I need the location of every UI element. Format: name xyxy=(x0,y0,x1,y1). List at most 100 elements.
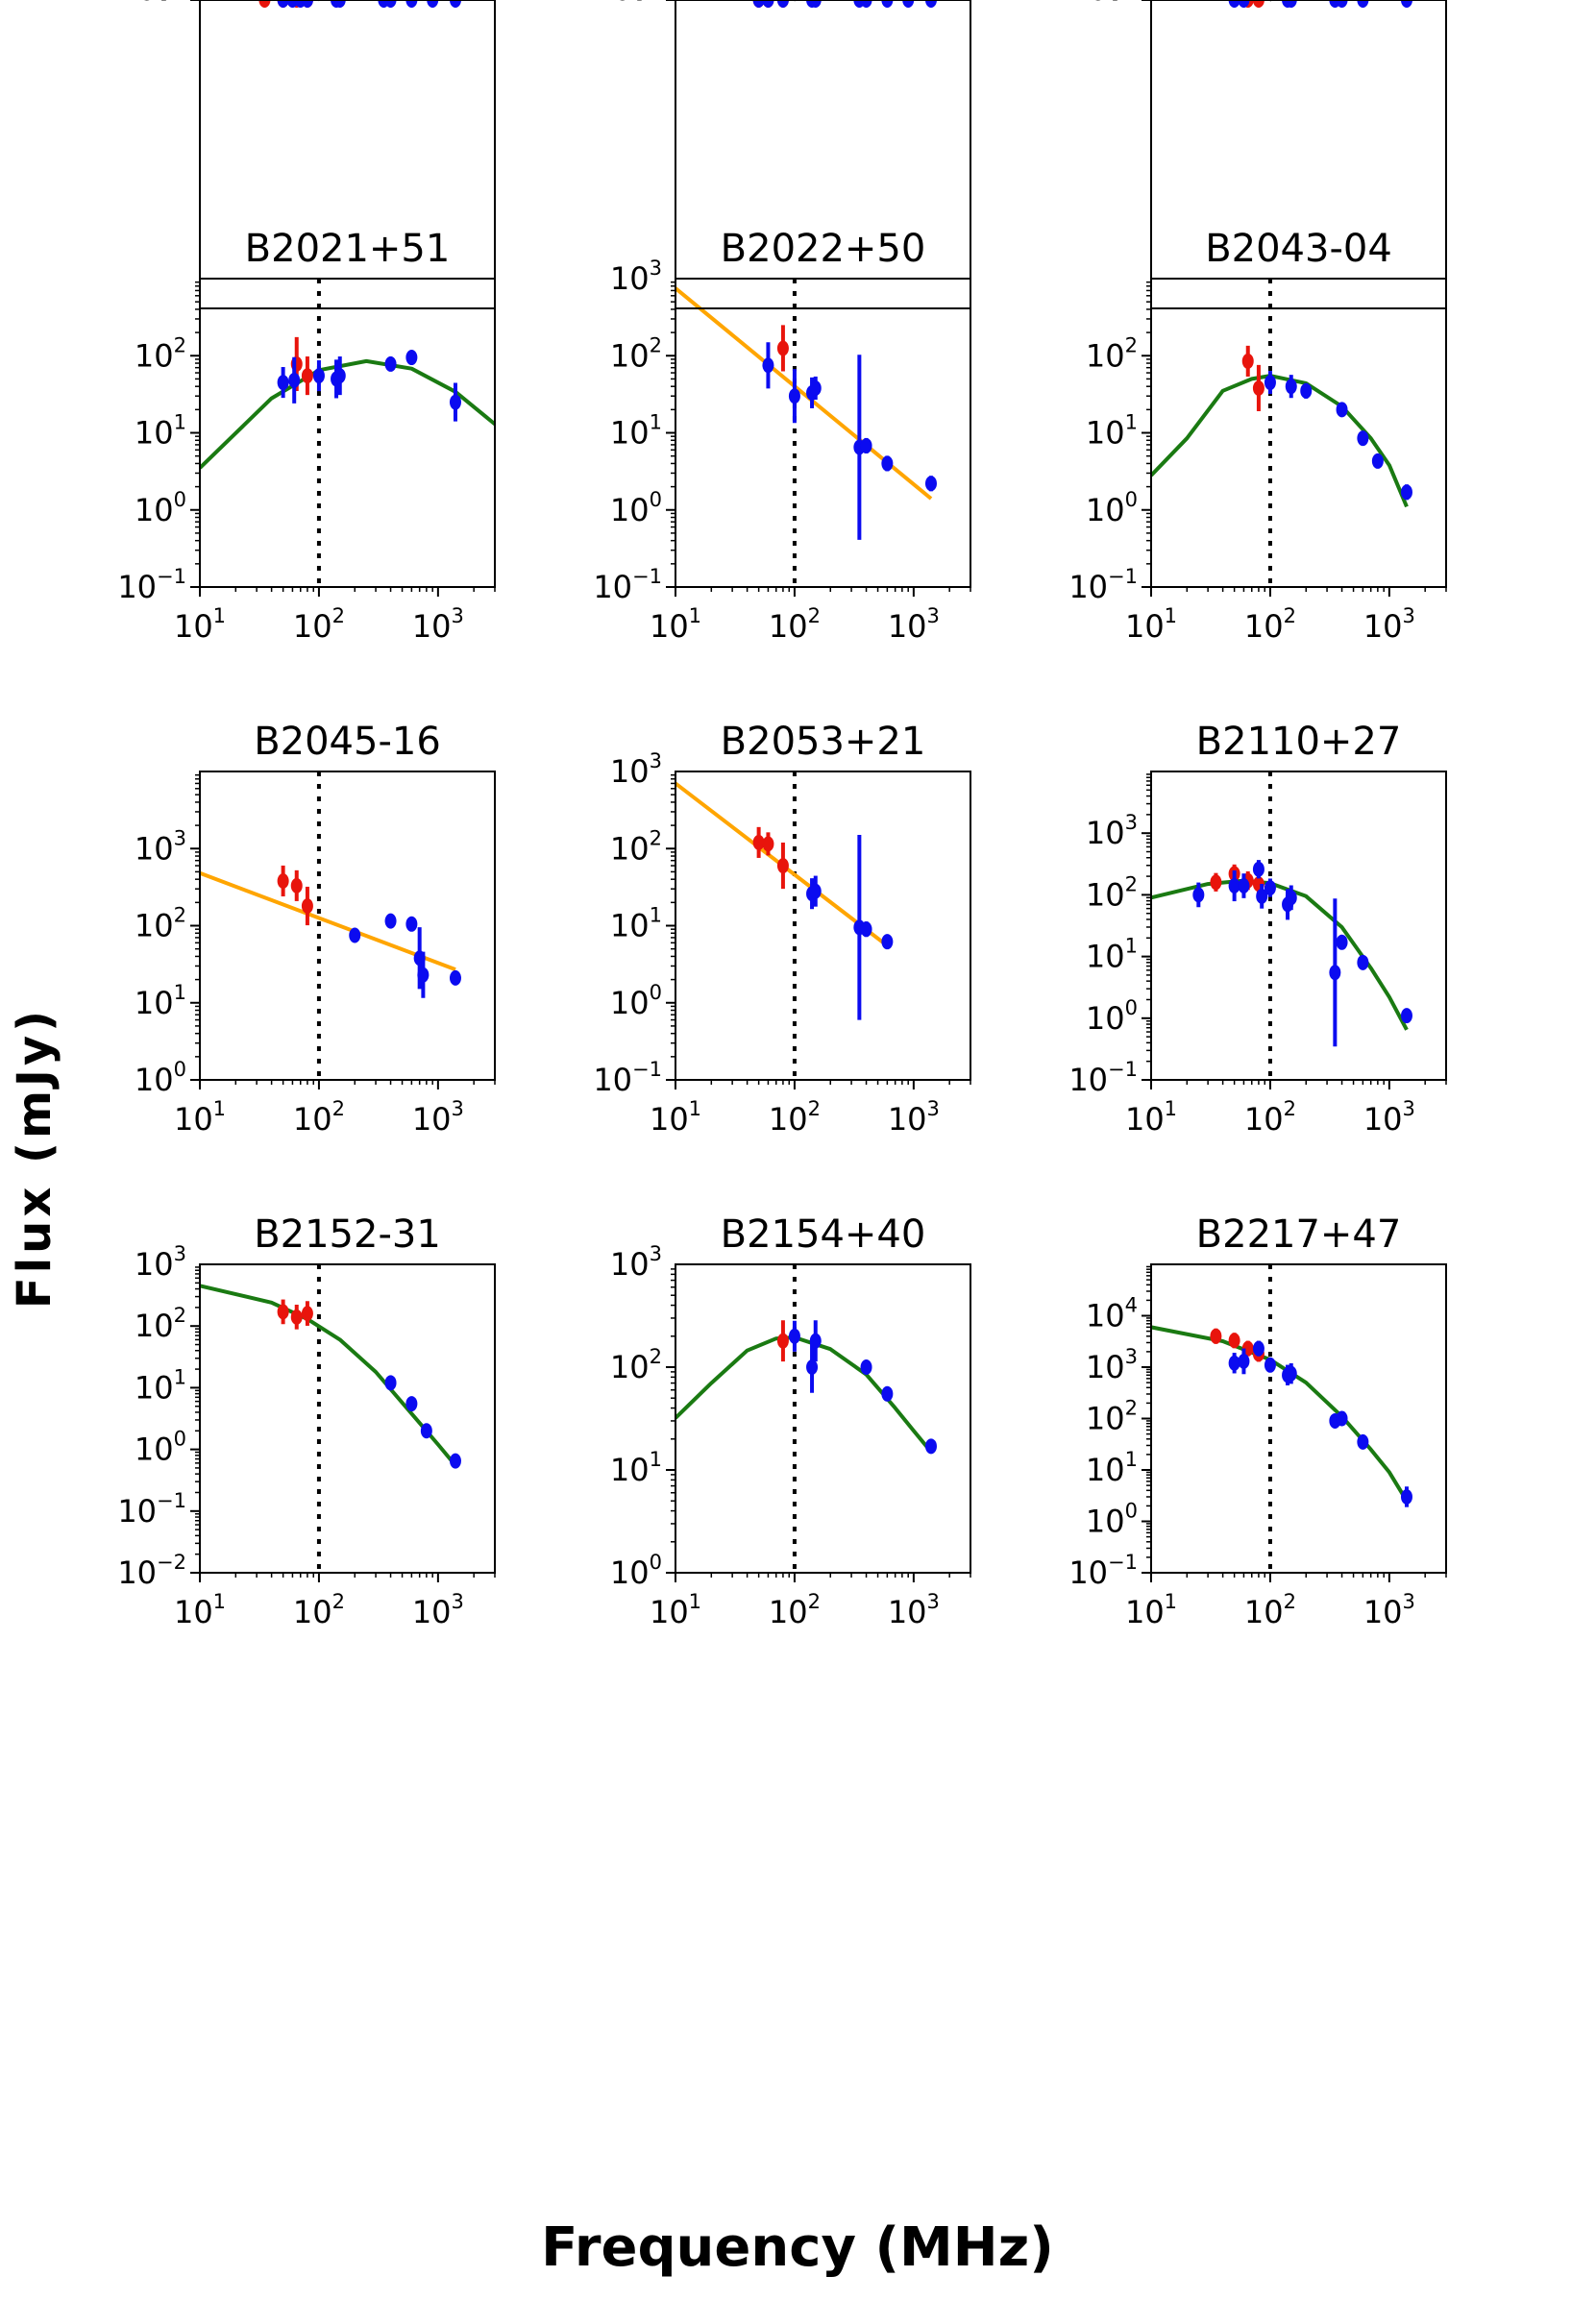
data-marker xyxy=(902,0,915,8)
blue-data-point xyxy=(860,921,872,938)
red-data-point xyxy=(1252,364,1265,412)
data-marker xyxy=(860,1359,872,1375)
x-tick-label: 101 xyxy=(1125,604,1177,645)
data-marker xyxy=(1252,0,1265,8)
red-data-point xyxy=(776,1320,789,1362)
data-marker xyxy=(1228,1333,1240,1349)
data-marker xyxy=(1238,0,1250,8)
y-tick-label: 103 xyxy=(1086,0,1138,8)
blue-data-point xyxy=(1336,1410,1348,1427)
blue-data-point xyxy=(1228,869,1240,902)
red-data-point xyxy=(277,1299,289,1325)
data-marker xyxy=(405,0,418,8)
y-tick-label: 101 xyxy=(610,1448,662,1488)
blue-data-point xyxy=(806,1341,819,1393)
data-marker xyxy=(752,834,765,850)
data-marker xyxy=(301,1306,313,1322)
plot-frame xyxy=(199,0,496,309)
red-data-point xyxy=(290,1304,303,1330)
data-marker xyxy=(290,1309,303,1325)
data-marker xyxy=(1400,1488,1412,1505)
y-tick-label: 103 xyxy=(135,0,186,8)
red-data-point xyxy=(752,826,765,858)
x-tick-label: 102 xyxy=(1244,0,1296,8)
data-marker xyxy=(405,1396,418,1412)
y-tick-label: 102 xyxy=(610,333,662,374)
y-tick-label: 10−1 xyxy=(1068,1058,1138,1098)
data-marker xyxy=(1256,888,1268,904)
y-tick-label: 10−1 xyxy=(117,0,186,8)
blue-data-point xyxy=(1238,1348,1250,1375)
y-tick-label: 10−1 xyxy=(1068,565,1138,605)
blue-data-point xyxy=(860,437,872,453)
panel-b2152-31: B2152-31 101 102 103 10−2 10−1 100 101 102 103 xyxy=(117,1212,496,1630)
data-marker xyxy=(1228,1355,1240,1371)
y-tick-label: 102 xyxy=(135,904,186,944)
red-data-point xyxy=(762,832,774,856)
x-tick-label: 101 xyxy=(1125,1590,1177,1630)
y-tick-label: 10−1 xyxy=(593,565,662,605)
y-tick-label: 100 xyxy=(135,488,186,528)
data-marker xyxy=(349,927,361,943)
data-marker xyxy=(290,877,303,893)
y-tick-label: 10−1 xyxy=(593,1058,662,1098)
data-marker xyxy=(1252,379,1265,396)
data-marker xyxy=(762,0,774,8)
data-marker xyxy=(881,934,894,950)
data-marker xyxy=(427,0,439,8)
data-marker xyxy=(752,0,765,8)
y-tick-label: 101 xyxy=(610,904,662,944)
y-tick-label: 100 xyxy=(610,981,662,1021)
data-marker xyxy=(405,350,418,366)
red-data-point xyxy=(301,1301,313,1326)
plot-frame xyxy=(675,1263,971,1574)
blue-data-point xyxy=(405,1396,418,1412)
blue-data-point xyxy=(1329,898,1341,1047)
panel-title: B2224+65 xyxy=(245,0,451,10)
red-data-point xyxy=(1252,0,1265,8)
data-marker xyxy=(1329,965,1341,981)
y-tick-label: 102 xyxy=(1086,872,1138,913)
red-data-point xyxy=(290,869,303,901)
y-tick-label: 10−1 xyxy=(117,1489,186,1530)
y-tick-label: 104 xyxy=(1086,1294,1138,1334)
blue-data-point xyxy=(1357,1433,1369,1450)
blue-data-point xyxy=(1285,0,1297,8)
x-tick-label: 101 xyxy=(650,1097,701,1138)
x-tick-label: 102 xyxy=(293,0,345,8)
x-tick-label: 101 xyxy=(174,0,226,8)
data-marker xyxy=(1400,484,1412,501)
data-marker xyxy=(1192,887,1205,903)
x-tick-label: 102 xyxy=(769,1097,821,1138)
y-tick-label: 104 xyxy=(135,0,186,8)
y-tick-label: 101 xyxy=(1086,0,1138,8)
plot-frame xyxy=(1150,0,1447,309)
x-tick-label: 103 xyxy=(1363,1590,1415,1630)
blue-data-point xyxy=(902,0,915,8)
data-marker xyxy=(1336,402,1348,418)
y-tick-label: 101 xyxy=(1086,411,1138,452)
data-marker xyxy=(1285,1365,1297,1382)
red-data-point xyxy=(1241,345,1254,377)
data-marker xyxy=(1264,880,1276,896)
plot-frame xyxy=(199,278,496,588)
data-marker xyxy=(312,368,325,384)
data-marker xyxy=(1238,878,1250,894)
data-marker xyxy=(384,1375,397,1391)
y-tick-label: 102 xyxy=(135,1304,186,1344)
data-marker xyxy=(384,355,397,372)
blue-data-point xyxy=(860,1359,872,1375)
blue-data-point xyxy=(333,0,346,8)
x-axis-title: Frequency (MHz) xyxy=(541,2216,1054,2279)
data-marker xyxy=(1210,1328,1222,1344)
x-tick-label: 101 xyxy=(174,1590,226,1630)
data-marker xyxy=(809,0,822,8)
panel-b2043-04: B2043-04 101 102 103 10−1 100 101 102 xyxy=(1068,227,1447,645)
y-tick-label: 103 xyxy=(1086,811,1138,851)
panel-title: B2306+55 xyxy=(1196,0,1402,10)
y-axis-title: Flux (mJy) xyxy=(8,1007,61,1309)
x-tick-label: 102 xyxy=(769,604,821,645)
blue-data-point xyxy=(1256,883,1268,909)
data-marker xyxy=(405,916,418,932)
